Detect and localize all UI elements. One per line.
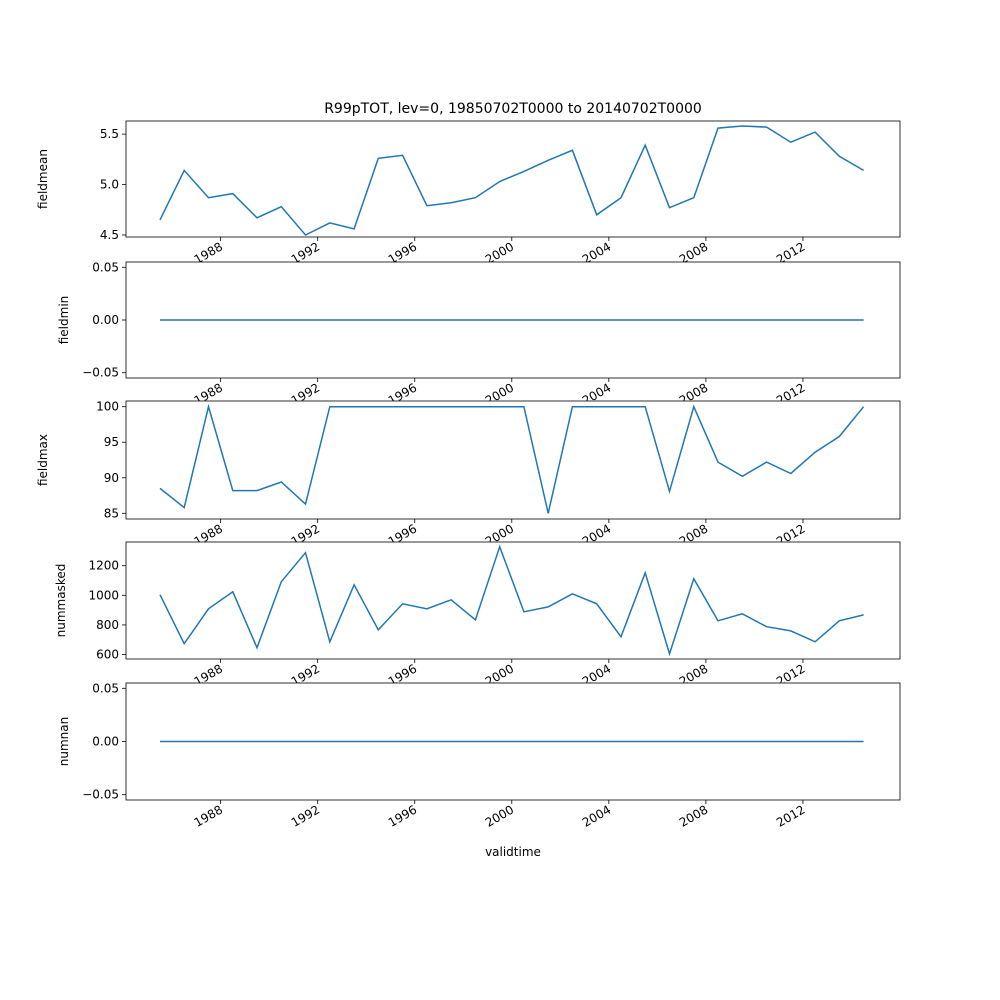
y-tick-label: 100 (96, 400, 119, 414)
x-axis-label: validtime (485, 845, 541, 859)
y-axis-label: fieldmean (36, 149, 50, 209)
axes-background (126, 401, 900, 519)
series-line-nummasked (159, 544, 864, 657)
y-tick-label: 4.5 (100, 228, 119, 242)
y-tick-label: 95 (104, 435, 119, 449)
y-axis-label: fieldmin (57, 296, 71, 345)
y-tick-label: 85 (104, 506, 119, 520)
y-tick-label: 0.05 (92, 260, 119, 274)
y-tick-label: 1000 (88, 588, 119, 602)
y-axis-label: fieldmax (36, 434, 50, 486)
x-tick-label: 2012 (774, 802, 807, 829)
series-line-fieldmean (159, 125, 864, 236)
subplot-fieldmean: 1988 1992 1996 2000 2004 2008 20124.55.05.5fie… (36, 101, 901, 267)
y-tick-label: −0.05 (82, 366, 119, 380)
y-tick-label: 0.05 (92, 681, 119, 695)
x-tick-label: 1992 (289, 802, 322, 829)
y-tick-label: 1200 (88, 559, 119, 573)
x-tick-label: 2004 (580, 802, 613, 829)
y-tick-label: 0.00 (92, 313, 119, 327)
axes-frame (125, 541, 901, 660)
subplot-fieldmin: 1988 1992 1996 2000 2004 2008 2012−0.050.000.0… (57, 260, 901, 408)
y-tick-label: 800 (96, 618, 119, 632)
axes-background (126, 542, 900, 659)
y-tick-label: 600 (96, 648, 119, 662)
y-tick-label: −0.05 (82, 788, 119, 802)
y-tick-label: 5.5 (100, 127, 119, 141)
axes-frame (125, 120, 901, 238)
y-tick-label: 5.0 (100, 178, 119, 192)
axes-frame (125, 682, 901, 801)
subplot-fieldmax: 1988 1992 1996 2000 2004 2008 2012859095100fie… (36, 400, 901, 549)
axes-frame (125, 261, 901, 379)
y-axis-label: numnan (57, 717, 71, 766)
chart-title: R99pTOT, lev=0, 19850702T0000 to 2014070… (324, 101, 702, 117)
x-tick-label: 1988 (192, 802, 225, 829)
x-tick-label: 2008 (677, 802, 710, 829)
axes-background (126, 121, 900, 237)
subplot-nummasked: 1988 1992 1996 2000 2004 2008 2012600800100012… (54, 541, 901, 689)
y-tick-label: 0.00 (92, 735, 119, 749)
subplot-numnan: 1988 1992 1996 2000 2004 2008 2012 −0.05 0.00 0.0… (57, 681, 901, 859)
x-tick-label: 2000 (483, 802, 516, 829)
x-tick-label: 1996 (386, 802, 419, 829)
y-axis-label: nummasked (54, 564, 68, 638)
axes-frame (125, 400, 901, 520)
series-line-fieldmax (159, 403, 865, 514)
y-tick-label: 90 (104, 471, 119, 485)
